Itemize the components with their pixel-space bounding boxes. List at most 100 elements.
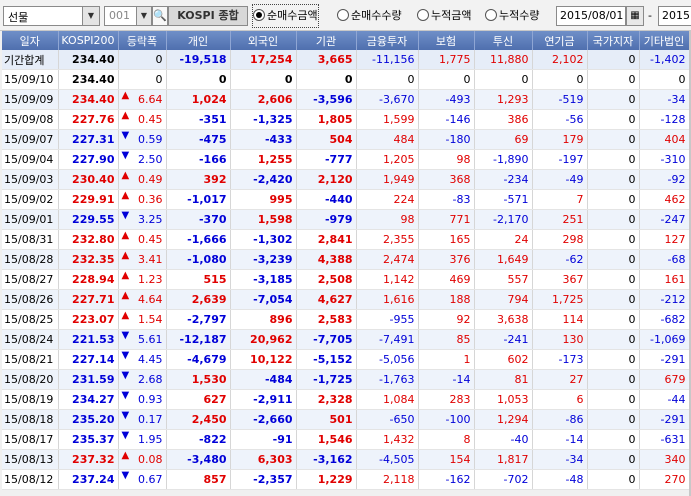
value-cell: 165: [418, 229, 475, 250]
radio-net-volume[interactable]: 순매수수량: [337, 5, 402, 27]
column-header[interactable]: 외국인: [230, 31, 297, 50]
table-row[interactable]: 15/08/21 227.14 ▼ 4.45 -4,679 10,122 -5,152 -5,…: [2, 349, 690, 370]
kospi200-cell: 229.55: [58, 209, 119, 230]
value-cell: 1,949: [356, 169, 419, 190]
column-header[interactable]: 등락폭: [118, 31, 167, 50]
date-cell: 15/08/18: [2, 409, 59, 430]
table-row[interactable]: 15/08/26 227.71 ▲ 4.64 2,639 -7,054 4,627 1,616…: [2, 289, 690, 310]
value-cell: 1,725: [532, 289, 588, 310]
column-header[interactable]: KOSPI200: [58, 31, 119, 50]
table-row[interactable]: 15/09/03 230.40 ▲ 0.49 392 -2,420 2,120 1,949 36…: [2, 169, 690, 190]
table-row[interactable]: 15/09/07 227.31 ▼ 0.59 -475 -433 504 484 -180 69 1…: [2, 129, 690, 150]
table-row[interactable]: 15/09/02 229.91 ▲ 0.36 -1,017 995 -440 224 -83 -5…: [2, 189, 690, 210]
kospi200-cell: 228.94: [58, 269, 119, 290]
value-cell: -247: [639, 209, 690, 230]
column-header[interactable]: 투신: [474, 31, 533, 50]
table-row[interactable]: 15/08/18 235.20 ▼ 0.17 2,450 -2,660 501 -650 -10…: [2, 409, 690, 430]
column-header[interactable]: 개인: [166, 31, 231, 50]
radio-cum-volume[interactable]: 누적수량: [485, 5, 539, 27]
search-icon[interactable]: 🔍: [152, 6, 168, 26]
value-cell: 98: [418, 149, 475, 170]
value-cell: -1,402: [639, 50, 690, 70]
kospi200-cell: 230.40: [58, 169, 119, 190]
column-header[interactable]: 연기금: [532, 31, 588, 50]
code-input[interactable]: 001 ▼: [104, 6, 152, 26]
code-dropdown-icon[interactable]: ▼: [136, 7, 151, 25]
radio-label: 순매수수량: [351, 9, 402, 22]
value-cell: -370: [166, 209, 231, 230]
column-header[interactable]: 기타법인: [639, 31, 690, 50]
arrow-up-icon: ▲: [121, 310, 130, 321]
change-cell: ▼ 0.67: [118, 469, 167, 490]
change-value: 4.64: [138, 293, 163, 306]
value-cell: -2,170: [474, 209, 533, 230]
table-row[interactable]: 15/08/31 232.80 ▲ 0.45 -1,666 -1,302 2,841 2,35…: [2, 229, 690, 250]
table-header: 일자 KOSPI200 등락폭 개인 외국인 기관 금융투자 보험 투신 연기금 국가지자 기타법인: [2, 31, 690, 50]
table-row[interactable]: 15/09/08 227.76 ▲ 0.45 -351 -1,325 1,805 1,599-…: [2, 109, 690, 130]
radio-net-amount[interactable]: 순매수금액: [252, 4, 319, 28]
value-cell: -180: [418, 129, 475, 150]
chevron-down-icon[interactable]: ▼: [82, 7, 99, 25]
value-cell: 2,118: [356, 469, 419, 490]
value-cell: 81: [474, 369, 533, 390]
summary-row[interactable]: 기간합계 234.40 0 -19,518 17,254 3,665 -11,156 1,77…: [2, 50, 690, 70]
value-cell: -702: [474, 469, 533, 490]
value-cell: 1,255: [230, 149, 297, 170]
change-cell: ▲ 1.54: [118, 309, 167, 330]
value-cell: -241: [474, 329, 533, 350]
change-value: 5.61: [138, 333, 163, 346]
column-header[interactable]: 국가지자: [587, 31, 640, 50]
date-cell: 기간합계: [2, 50, 59, 70]
value-cell: 11,880: [474, 50, 533, 70]
table-row[interactable]: 15/08/17 235.37 ▼ 1.95 -822 -91 1,546 1,432 8 -40…: [2, 429, 690, 450]
radio-cum-amount[interactable]: 누적금액: [417, 5, 471, 27]
column-header[interactable]: 일자: [2, 31, 59, 50]
table-row[interactable]: 15/08/25 223.07 ▲ 1.54 -2,797 896 2,583 -955 92 3…: [2, 309, 690, 330]
table-row[interactable]: 15/08/12 237.24 ▼ 0.67 857 -2,357 1,229 2,118 -1…: [2, 469, 690, 490]
value-cell: 3,665: [296, 50, 357, 70]
scrollbar[interactable]: [689, 31, 691, 496]
table-row[interactable]: 15/08/20 231.59 ▼ 2.68 1,530 -484 -1,725 -1,763…: [2, 369, 690, 390]
value-cell: -100: [418, 409, 475, 430]
change-cell: 0: [118, 69, 167, 90]
change-value: 0.36: [138, 193, 163, 206]
column-header[interactable]: 보험: [418, 31, 475, 50]
value-cell: -3,596: [296, 89, 357, 110]
table-row[interactable]: 15/09/09 234.40 ▲ 6.64 1,024 2,606 -3,596 -3,67…: [2, 89, 690, 110]
arrow-down-icon: ▼: [121, 210, 130, 221]
kospi200-cell: 234.40: [58, 89, 119, 110]
change-value: 3.41: [138, 253, 163, 266]
value-cell: 2,606: [230, 89, 297, 110]
change-value: 0.59: [138, 133, 163, 146]
table-row[interactable]: 15/09/01 229.55 ▼ 3.25 -370 1,598 -979 98 771 -2,…: [2, 209, 690, 230]
calendar-icon[interactable]: ▦: [626, 6, 644, 26]
value-cell: 1,530: [166, 369, 231, 390]
change-cell: ▼ 0.59: [118, 129, 167, 150]
value-cell: -197: [532, 149, 588, 170]
value-cell: 0: [587, 89, 640, 110]
table-row[interactable]: 15/08/13 237.32 ▲ 0.08 -3,480 6,303 -3,162 -4,5…: [2, 449, 690, 470]
value-cell: 0: [587, 149, 640, 170]
date-to-input[interactable]: 2015: [658, 6, 691, 26]
table-row[interactable]: 15/09/10 234.40 0 0 0 0 0 0 0 0 0 0: [2, 69, 690, 90]
table-row[interactable]: 15/08/28 232.35 ▲ 3.41 -1,080 -3,239 4,388 2,47…: [2, 249, 690, 270]
market-select[interactable]: 선물 ▼: [3, 6, 100, 26]
value-cell: 92: [418, 309, 475, 330]
table-row[interactable]: 15/08/27 228.94 ▲ 1.23 515 -3,185 2,508 1,142 46…: [2, 269, 690, 290]
arrow-up-icon: ▲: [121, 450, 130, 461]
column-header[interactable]: 금융투자: [356, 31, 419, 50]
date-from-input[interactable]: 2015/08/01: [556, 6, 626, 26]
arrow-up-icon: ▲: [121, 110, 130, 121]
arrow-down-icon: ▼: [121, 430, 130, 441]
kospi200-cell: 227.14: [58, 349, 119, 370]
table-row[interactable]: 15/08/19 234.27 ▼ 0.93 627 -2,911 2,328 1,084 28…: [2, 389, 690, 410]
value-cell: 857: [166, 469, 231, 490]
table-row[interactable]: 15/09/04 227.90 ▼ 2.50 -166 1,255 -777 1,205 98-…: [2, 149, 690, 170]
table-row[interactable]: 15/08/24 221.53 ▼ 5.61 -12,187 20,962 -7,705 -7…: [2, 329, 690, 350]
value-cell: 10,122: [230, 349, 297, 370]
column-header[interactable]: 기관: [296, 31, 357, 50]
value-cell: -493: [418, 89, 475, 110]
value-cell: 2,639: [166, 289, 231, 310]
value-cell: -56: [532, 109, 588, 130]
value-cell: -34: [532, 449, 588, 470]
